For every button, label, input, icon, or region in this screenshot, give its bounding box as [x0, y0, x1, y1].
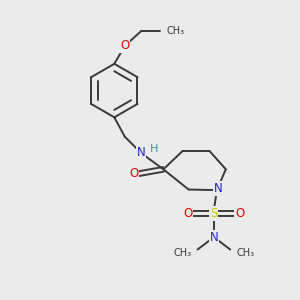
Text: CH₃: CH₃	[173, 248, 192, 257]
Text: N: N	[214, 182, 223, 195]
Text: O: O	[235, 207, 244, 220]
Text: O: O	[120, 40, 129, 52]
Text: S: S	[210, 207, 218, 220]
Text: O: O	[129, 167, 138, 180]
Text: N: N	[209, 231, 218, 244]
Text: H: H	[149, 143, 158, 154]
Text: N: N	[137, 146, 146, 160]
Text: CH₃: CH₃	[167, 26, 185, 36]
Text: CH₃: CH₃	[236, 248, 254, 257]
Text: O: O	[183, 207, 193, 220]
